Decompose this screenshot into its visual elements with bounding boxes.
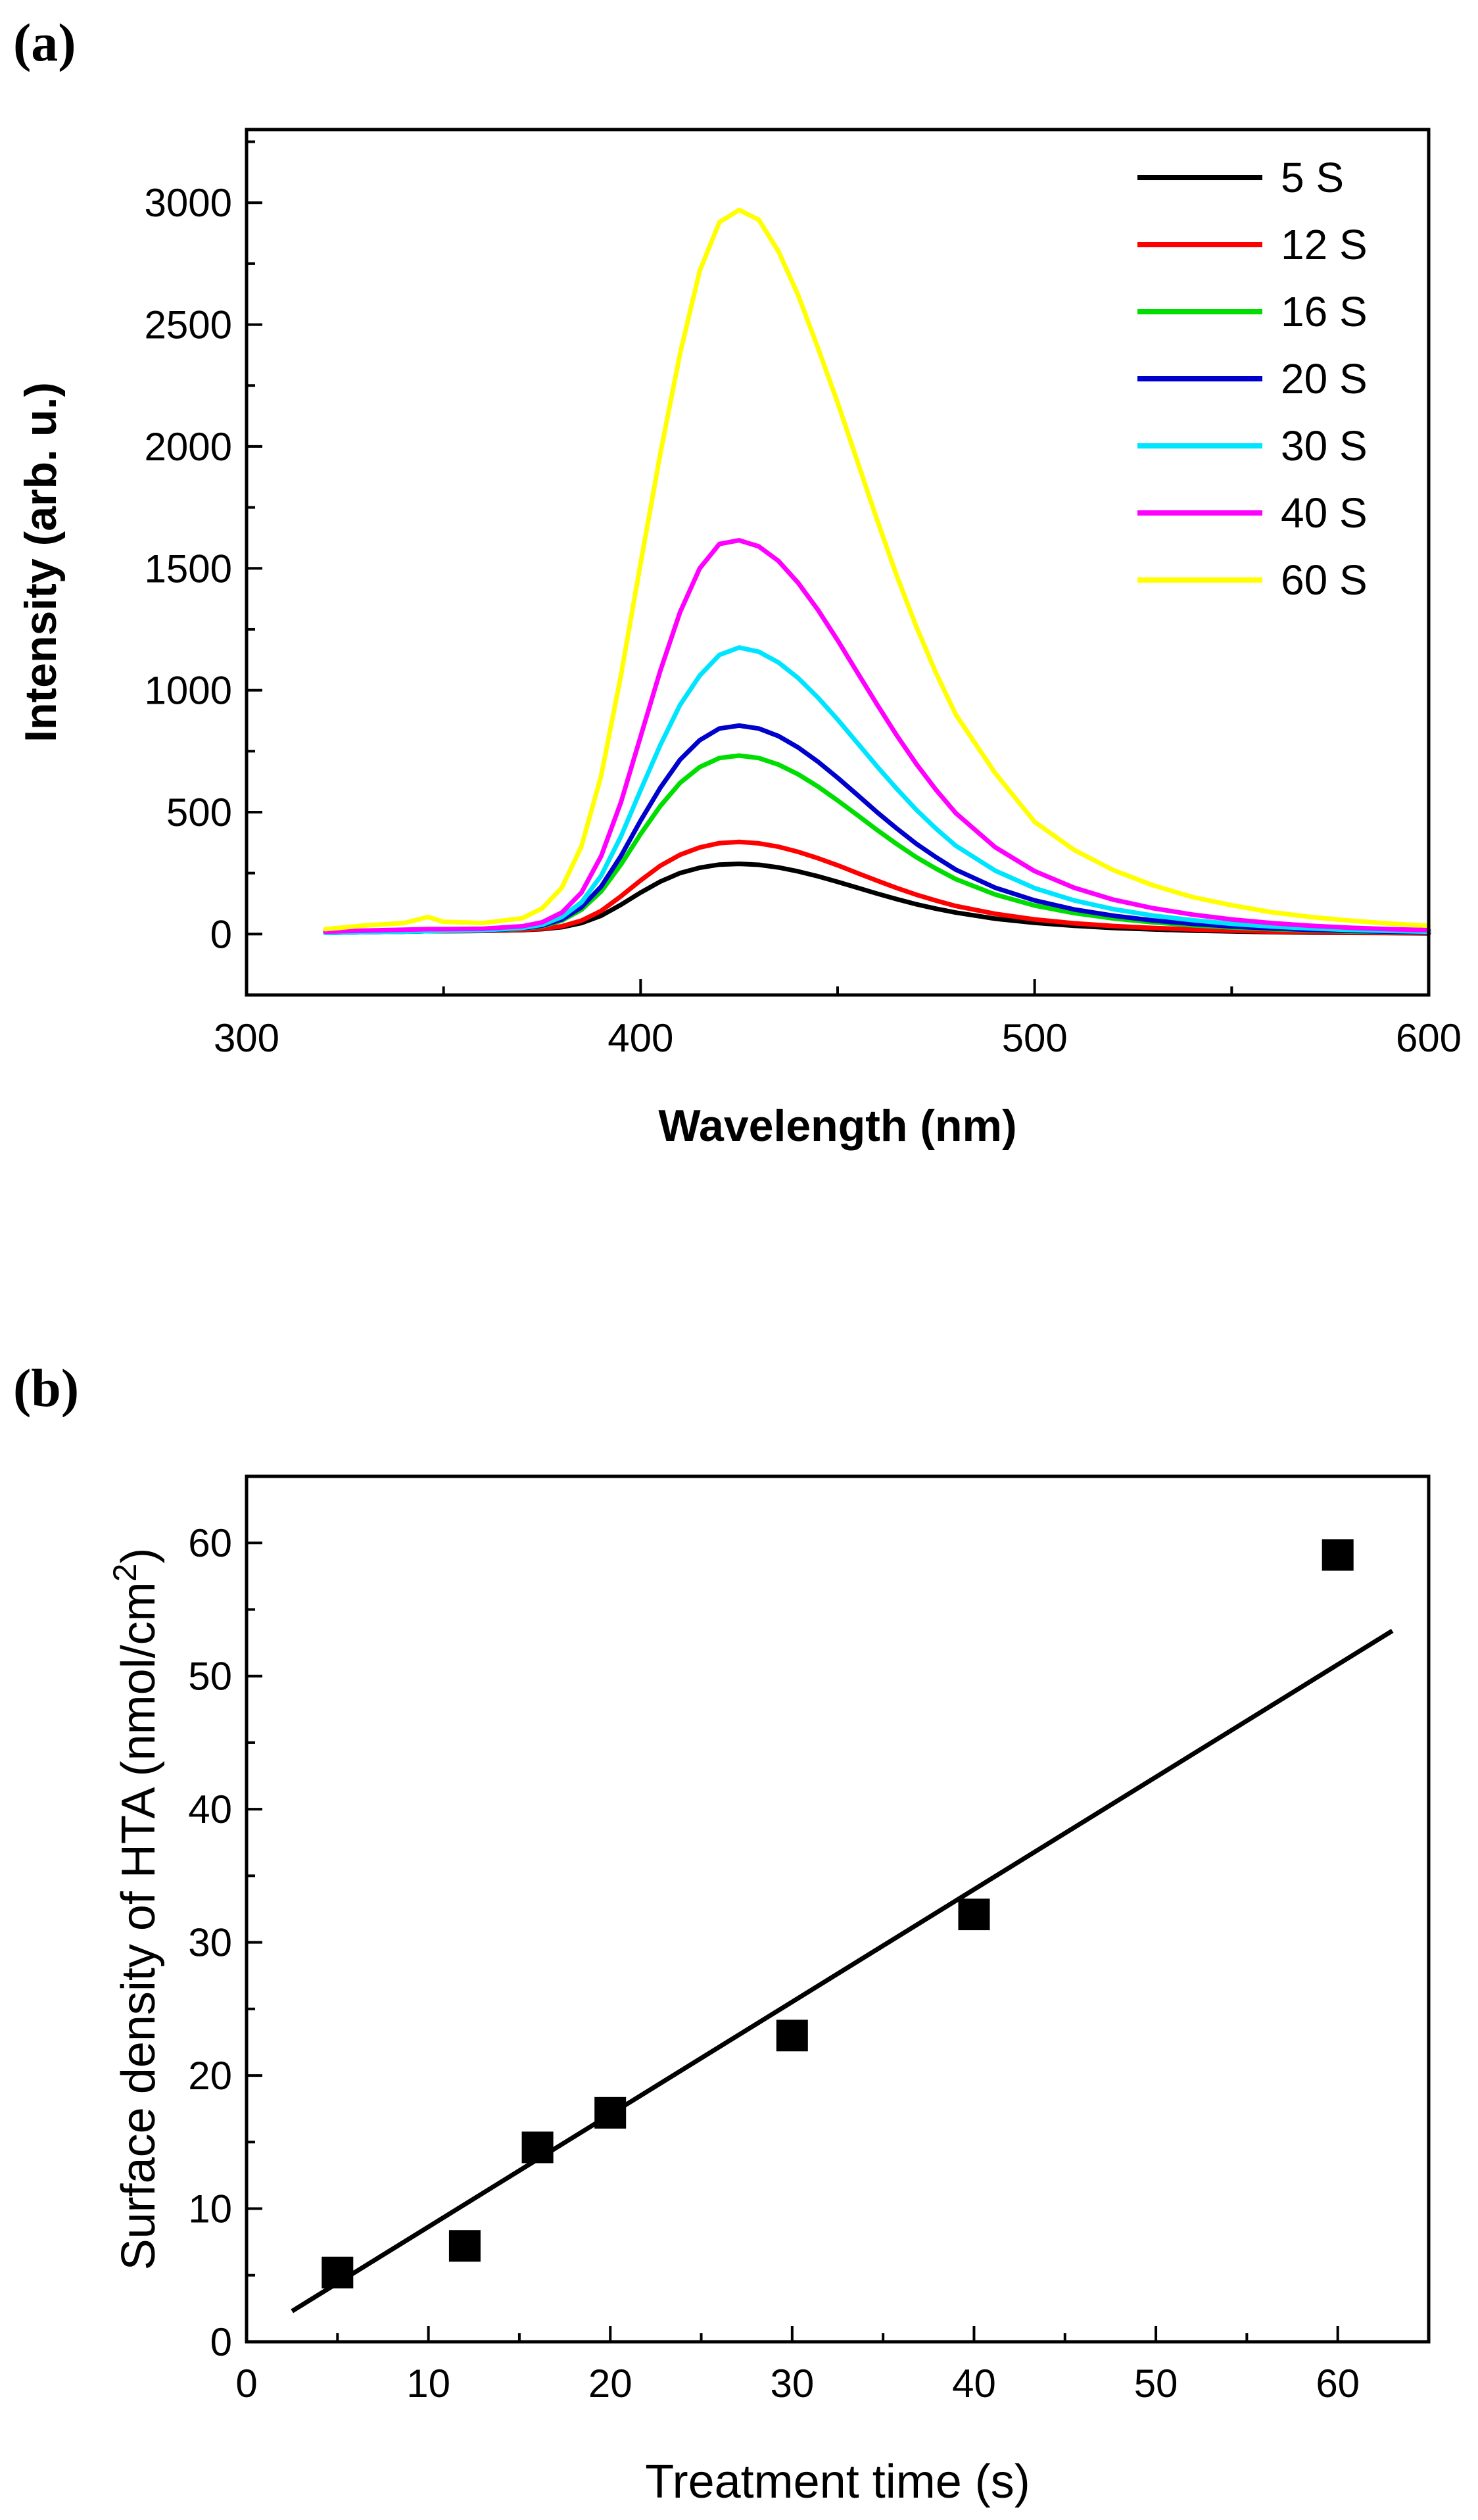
chart-b-y-axis-title-close: ) [112, 1548, 165, 1564]
chart-a-ticks: 300 400 500 600 0 500 1000 1500 2000 2500 3000 [145, 140, 1462, 1060]
chart-a-series [323, 207, 1431, 936]
y-tick-label: 1000 [145, 669, 232, 713]
x-tick-label: 300 [214, 1016, 279, 1060]
fit-line [291, 1628, 1394, 2314]
x-tick-label: 60 [1316, 2362, 1360, 2406]
chart-b-y-axis-title-superscript: 2 [107, 1564, 143, 1582]
panel-label-b: (b) [13, 1358, 79, 1418]
y-tick-label: 2500 [145, 303, 232, 347]
y-tick-label: 2000 [145, 425, 232, 469]
legend-label-4: 30 S [1281, 422, 1368, 470]
legend-label-0: 5 S [1281, 154, 1344, 201]
chart-b-y-axis-title: Surface density of HTA (nmol/cm2) [107, 1548, 165, 2271]
data-point-3 [594, 2096, 627, 2129]
chart-b-x-axis-title: Treatment time (s) [645, 2456, 1030, 2508]
chart-b-ticks: 0 10 20 30 40 50 60 0 10 20 30 40 50 60 [188, 1521, 1360, 2406]
chart-a-legend: 5 S 12 S 16 S 20 S 30 S 40 S 60 S [1137, 154, 1368, 604]
series-line-6 [323, 207, 1431, 932]
x-tick-label: 30 [770, 2362, 814, 2406]
x-tick-label: 0 [235, 2362, 257, 2406]
data-point-5 [958, 1899, 990, 1931]
chart-a-x-axis-title: Wavelength (nm) [658, 1101, 1016, 1151]
legend-label-3: 20 S [1281, 355, 1368, 402]
y-tick-label: 20 [188, 2054, 232, 2098]
panel-label-a: (a) [13, 12, 76, 72]
chart-b-points [322, 1539, 1354, 2289]
legend-label-2: 16 S [1281, 288, 1368, 335]
y-tick-label: 1500 [145, 546, 232, 591]
data-point-4 [776, 2020, 808, 2052]
y-tick-label: 40 [188, 1787, 232, 1831]
legend-label-5: 40 S [1281, 489, 1368, 537]
y-tick-label: 30 [188, 1921, 232, 1965]
chart-b-fit-line-group [291, 1628, 1394, 2314]
x-tick-label: 10 [406, 2362, 450, 2406]
y-tick-label: 50 [188, 1655, 232, 1699]
data-point-2 [521, 2131, 554, 2164]
x-tick-label: 400 [608, 1016, 673, 1060]
chart-a-y-axis-title: Intensity (arb. u.) [16, 382, 66, 742]
x-tick-label: 40 [952, 2362, 996, 2406]
y-tick-label: 10 [188, 2187, 232, 2231]
x-tick-label: 20 [588, 2362, 632, 2406]
y-tick-label: 0 [210, 912, 232, 956]
chart-a: (a) 300 400 500 600 0 500 1000 1500 2000 2500 3000… [13, 12, 1462, 1151]
x-tick-label: 50 [1134, 2362, 1178, 2406]
y-tick-label: 3000 [145, 181, 232, 225]
legend-label-1: 12 S [1281, 221, 1368, 268]
y-tick-label: 60 [188, 1521, 232, 1565]
series-line-5 [323, 538, 1431, 934]
data-point-0 [322, 2256, 354, 2289]
legend-label-6: 60 S [1281, 556, 1368, 604]
x-tick-label: 500 [1002, 1016, 1068, 1060]
chart-b-plot-frame [245, 1474, 1431, 2344]
data-point-1 [448, 2230, 481, 2262]
y-tick-label: 500 [166, 790, 232, 835]
x-tick-label: 600 [1396, 1016, 1462, 1060]
chart-b: (b) 0 10 20 30 40 50 60 0 10 20 30 40 50 60 Treatment… [13, 1358, 1431, 2508]
y-tick-label: 0 [210, 2320, 232, 2364]
data-point-6 [1322, 1539, 1354, 1571]
chart-b-y-axis-title-main: Surface density of HTA (nmol/cm [112, 1582, 165, 2270]
